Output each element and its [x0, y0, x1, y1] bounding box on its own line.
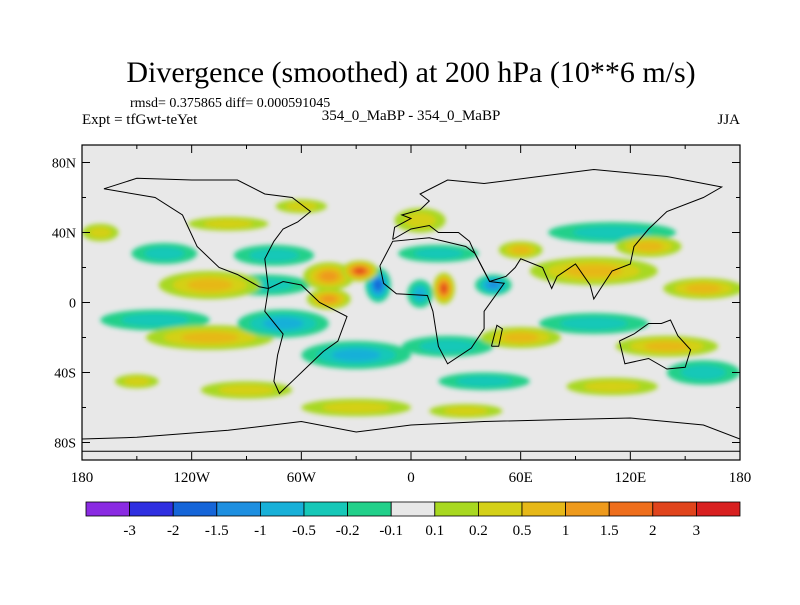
field-contour-blob [321, 295, 337, 303]
colorbar: -3 -2 -1.5 -1 -0.5 -0.2 -0.1 0.1 0.2 0.5 1 1.5 2 3 [85, 501, 741, 539]
y-tick-label: 80S [54, 437, 76, 452]
coastline-segment [392, 168, 724, 301]
field-contour-blob [443, 406, 489, 416]
colorbar-label: -0.1 [379, 523, 403, 539]
x-tick-label: 180 [71, 470, 94, 486]
field-contour-blob [404, 212, 436, 228]
colorbar-label: -1 [254, 523, 267, 539]
field-contour-blob [511, 246, 531, 254]
field-contour-blob [203, 219, 253, 229]
colorbar-swatch [85, 501, 130, 517]
field-contour-blob [456, 375, 513, 387]
case-label: 354_0_MaBP - 354_0_MaBP [322, 108, 501, 124]
colorbar-swatch [390, 501, 436, 517]
y-tick-label: 40N [52, 227, 76, 242]
colorbar-label: 1 [562, 523, 570, 539]
coastline-segment [490, 324, 503, 347]
colorbar-label: 0.5 [513, 523, 532, 539]
field-contour-blob [121, 313, 189, 327]
stats-line: rmsd= 0.375865 diff= 0.000591045 [130, 96, 330, 111]
colorbar-label: 0.2 [469, 523, 488, 539]
y-tick-label: 0 [69, 297, 76, 312]
field-contour-blob [419, 339, 476, 353]
field-contour-blob [262, 317, 304, 330]
field-contour-blob [319, 271, 338, 282]
field-contour-blob [218, 384, 275, 396]
colorbar-swatch [565, 501, 610, 517]
coastline-segment [264, 280, 348, 395]
x-axis: 180 120W 60W 0 60E 120E 180 [71, 145, 752, 486]
y-axis: 80N 40N 0 40S 80S [52, 157, 740, 452]
colorbar-label: 2 [649, 523, 657, 539]
field-contour-blob [285, 202, 317, 211]
field-contour-blob [249, 248, 299, 262]
field-contour-blob [413, 248, 464, 259]
coastline-segment [82, 417, 740, 452]
field-contour-blob [502, 332, 539, 343]
colorbar-label: 0.1 [425, 523, 444, 539]
colorbar-label: -0.2 [336, 523, 360, 539]
x-tick-label: 120W [173, 470, 211, 486]
field-contour-blob [584, 381, 641, 392]
field-contour-blob [680, 365, 726, 380]
field-contour-blob [123, 377, 151, 386]
coastline-segment [618, 319, 692, 370]
y-tick-label: 80N [52, 157, 76, 172]
field-contour-blob [414, 287, 426, 300]
field-contour-blob [89, 227, 112, 238]
field-contour-blob [322, 402, 390, 413]
field-contour-blob [187, 278, 233, 292]
colorbar-swatch [259, 501, 305, 517]
colorbar-swatch [216, 501, 261, 517]
colorbar-swatch [652, 501, 697, 517]
x-tick-label: 0 [407, 470, 415, 486]
colorbar-swatch [434, 501, 479, 517]
colorbar-label: -2 [167, 523, 180, 539]
x-tick-label: 60W [287, 470, 317, 486]
field-contour-blob [685, 283, 722, 294]
chart-title: Divergence (smoothed) at 200 hPa (10**6 … [126, 56, 695, 89]
field-contour-blob [181, 332, 239, 343]
colorbar-swatch [172, 501, 218, 517]
colorbar-label: 3 [693, 523, 701, 539]
field-contour-blob [565, 264, 623, 278]
field-contour-blob [486, 281, 500, 289]
coastline-segment [103, 177, 312, 290]
colorbar-label: 1.5 [600, 523, 619, 539]
season-label: JJA [717, 112, 740, 128]
colorbar-swatch [347, 501, 392, 517]
field-contour-blob [374, 280, 382, 290]
field-contour-blob [441, 284, 447, 293]
field-contour-blob [634, 241, 664, 252]
field-contour-blob [331, 348, 381, 362]
x-tick-label: 120E [614, 470, 646, 486]
colorbar-swatch [521, 501, 566, 517]
field-contour-blob [560, 317, 628, 330]
colorbar-label: -1.5 [205, 523, 229, 539]
colorbar-swatch [608, 501, 654, 517]
map-panel [81, 144, 741, 461]
y-tick-label: 40S [54, 367, 76, 382]
colorbar-swatch [129, 501, 174, 517]
colorbar-label: -0.5 [292, 523, 316, 539]
field-contour-blob [355, 268, 365, 274]
colorbar-swatch [303, 501, 348, 517]
expt-label: Expt = tfGwt-teYet [82, 112, 198, 128]
field-contour-blob [644, 341, 690, 351]
colorbar-swatch [696, 501, 741, 517]
field-contour-blob [144, 247, 185, 260]
colorbar-label: -3 [123, 523, 136, 539]
field-contour-blob [572, 226, 652, 239]
x-tick-label: 60E [509, 470, 533, 486]
colorbar-swatch [477, 501, 523, 517]
coastlines [82, 168, 740, 452]
coastline-segment [379, 237, 506, 365]
x-tick-label: 180 [729, 470, 752, 486]
